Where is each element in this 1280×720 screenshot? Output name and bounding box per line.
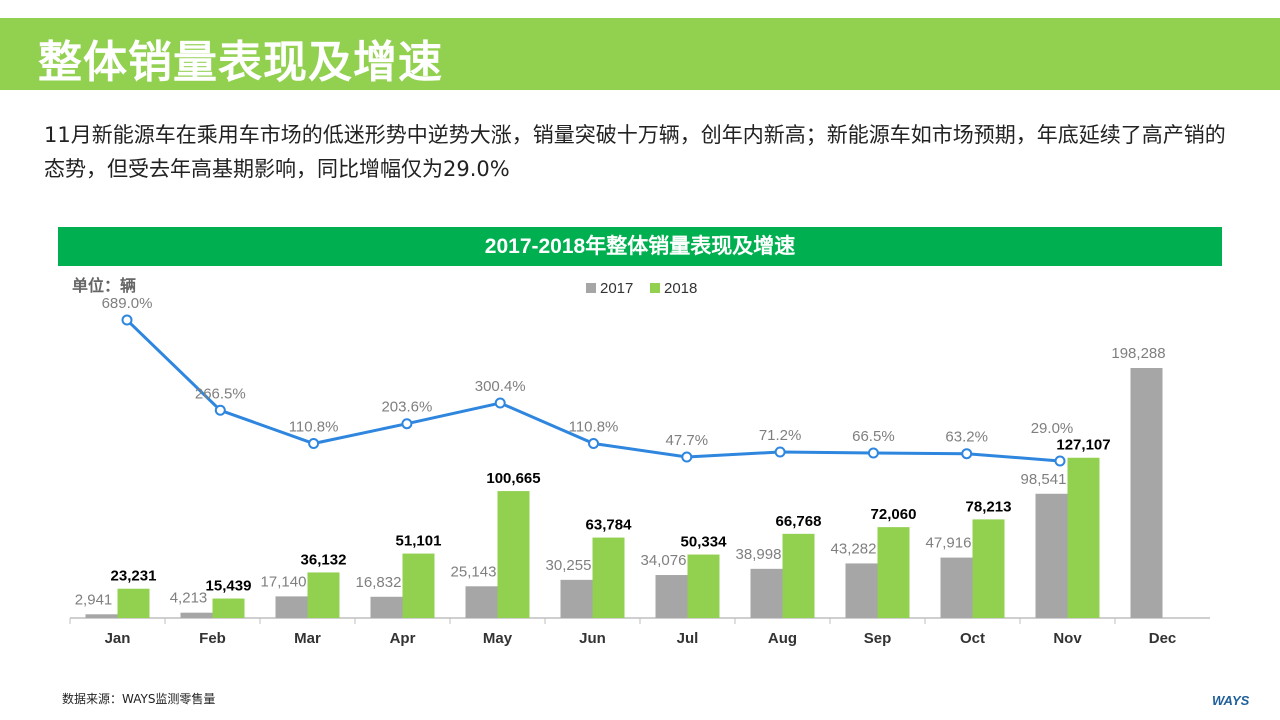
bar-2018-Mar: [307, 572, 340, 618]
bar-label-2017: 17,140: [261, 573, 307, 590]
bar-label-2018: 66,768: [776, 513, 822, 530]
x-tick-label: Aug: [768, 630, 797, 647]
bar-label-2018: 51,101: [396, 533, 442, 550]
growth-label: 63.2%: [945, 429, 988, 446]
bar-2017-Nov: [1035, 493, 1068, 618]
growth-point: [214, 404, 226, 416]
bar-label-2018: 72,060: [871, 506, 917, 523]
bar-2018-Feb: [212, 598, 245, 618]
growth-label: 266.5%: [195, 385, 246, 402]
bar-2017-Feb: [180, 612, 213, 618]
bar-2017-Dec: [1130, 368, 1163, 618]
growth-point: [961, 448, 973, 460]
bar-2018-Sep: [877, 527, 910, 618]
legend-label-2017: 2017: [600, 280, 633, 297]
page-title: 整体销量表现及增速: [38, 37, 443, 88]
legend-label-2018: 2018: [664, 280, 697, 297]
x-tick-label: Oct: [960, 630, 985, 647]
bar-2018-Jun: [592, 537, 625, 618]
x-tick-label: Feb: [199, 630, 226, 647]
x-tick-label: Sep: [864, 630, 892, 647]
bar-2018-Oct: [972, 519, 1005, 618]
bar-label-2017: 30,255: [546, 557, 592, 574]
x-tick-label: Jun: [579, 630, 606, 647]
growth-label: 689.0%: [102, 295, 153, 312]
bar-2017-Aug: [750, 568, 783, 618]
bar-label-2017: 2,941: [75, 591, 113, 608]
growth-point: [867, 447, 879, 459]
growth-label: 110.8%: [569, 419, 619, 436]
growth-label: 47.7%: [666, 432, 709, 449]
bar-2017-Jan: [85, 614, 118, 618]
bar-label-2018: 23,231: [111, 568, 157, 585]
growth-label: 29.0%: [1031, 420, 1074, 437]
bar-label-2017: 34,076: [641, 552, 687, 569]
x-tick-label: Mar: [294, 630, 321, 647]
legend-swatch-2017: [586, 283, 596, 293]
bar-2018-Aug: [782, 533, 815, 618]
bar-label-2017: 98,541: [1021, 471, 1067, 488]
bar-2017-Jun: [560, 579, 593, 618]
bar-label-2017: 4,213: [170, 590, 208, 607]
bar-label-2017: 47,916: [926, 535, 972, 552]
source-note: 数据来源：WAYS监测零售量: [62, 692, 216, 706]
bar-label-2017: 38,998: [736, 546, 782, 563]
bar-2017-Apr: [370, 596, 403, 618]
growth-label: 71.2%: [759, 427, 802, 444]
bar-2018-Jul: [687, 554, 720, 618]
bar-2018-May: [497, 491, 530, 618]
bar-2017-Jul: [655, 575, 688, 618]
growth-label: 110.8%: [289, 419, 339, 436]
x-tick-label: May: [483, 630, 513, 647]
bar-2018-Nov: [1067, 457, 1100, 618]
growth-label: 300.4%: [475, 378, 526, 395]
growth-point: [494, 397, 506, 409]
bar-label-2018: 127,107: [1056, 437, 1110, 454]
bar-label-2018: 50,334: [681, 534, 728, 551]
bar-2017-Mar: [275, 596, 308, 618]
bar-2017-May: [465, 586, 498, 618]
bar-label-2017: 25,143: [451, 563, 497, 580]
x-tick-label: Apr: [390, 630, 416, 647]
x-tick-label: Jan: [105, 630, 131, 647]
description: 11月新能源车在乘用车市场的低迷形势中逆势大涨，销量突破十万辆，创年内新高；新能…: [44, 123, 1226, 181]
bar-2018-Apr: [402, 553, 435, 618]
ways-logo: WAYS: [1212, 693, 1250, 708]
bar-label-2018: 100,665: [486, 470, 540, 487]
bar-label-2018: 63,784: [586, 517, 633, 534]
x-tick-label: Jul: [677, 630, 699, 647]
x-tick-label: Dec: [1149, 630, 1177, 647]
growth-point: [774, 446, 786, 458]
growth-point: [1054, 455, 1066, 467]
legend-swatch-2018: [650, 283, 660, 293]
growth-point: [121, 314, 133, 326]
bar-label-2018: 36,132: [301, 551, 347, 568]
bar-label-2017: 198,288: [1111, 345, 1165, 362]
bar-label-2018: 15,439: [206, 578, 252, 595]
unit-label: 单位：辆: [72, 276, 137, 295]
bar-label-2017: 43,282: [831, 540, 877, 557]
x-tick-label: Nov: [1053, 630, 1082, 647]
bar-2017-Oct: [940, 557, 973, 618]
chart-title: 2017-2018年整体销量表现及增速: [58, 227, 1222, 266]
growth-label: 203.6%: [381, 399, 432, 416]
bar-2017-Sep: [845, 563, 878, 618]
title-banner: 整体销量表现及增速: [0, 18, 1280, 90]
bar-label-2017: 16,832: [356, 574, 402, 591]
growth-point: [681, 451, 693, 463]
bar-label-2018: 78,213: [966, 498, 1012, 515]
growth-point: [401, 418, 413, 430]
bar-2018-Jan: [117, 588, 150, 618]
growth-point: [588, 438, 599, 450]
growth-label: 66.5%: [852, 428, 895, 445]
growth-point: [308, 438, 320, 450]
